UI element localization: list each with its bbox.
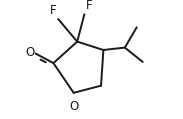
Text: F: F <box>85 0 92 12</box>
Text: O: O <box>25 46 34 59</box>
Text: O: O <box>69 100 78 113</box>
Text: F: F <box>50 4 57 17</box>
